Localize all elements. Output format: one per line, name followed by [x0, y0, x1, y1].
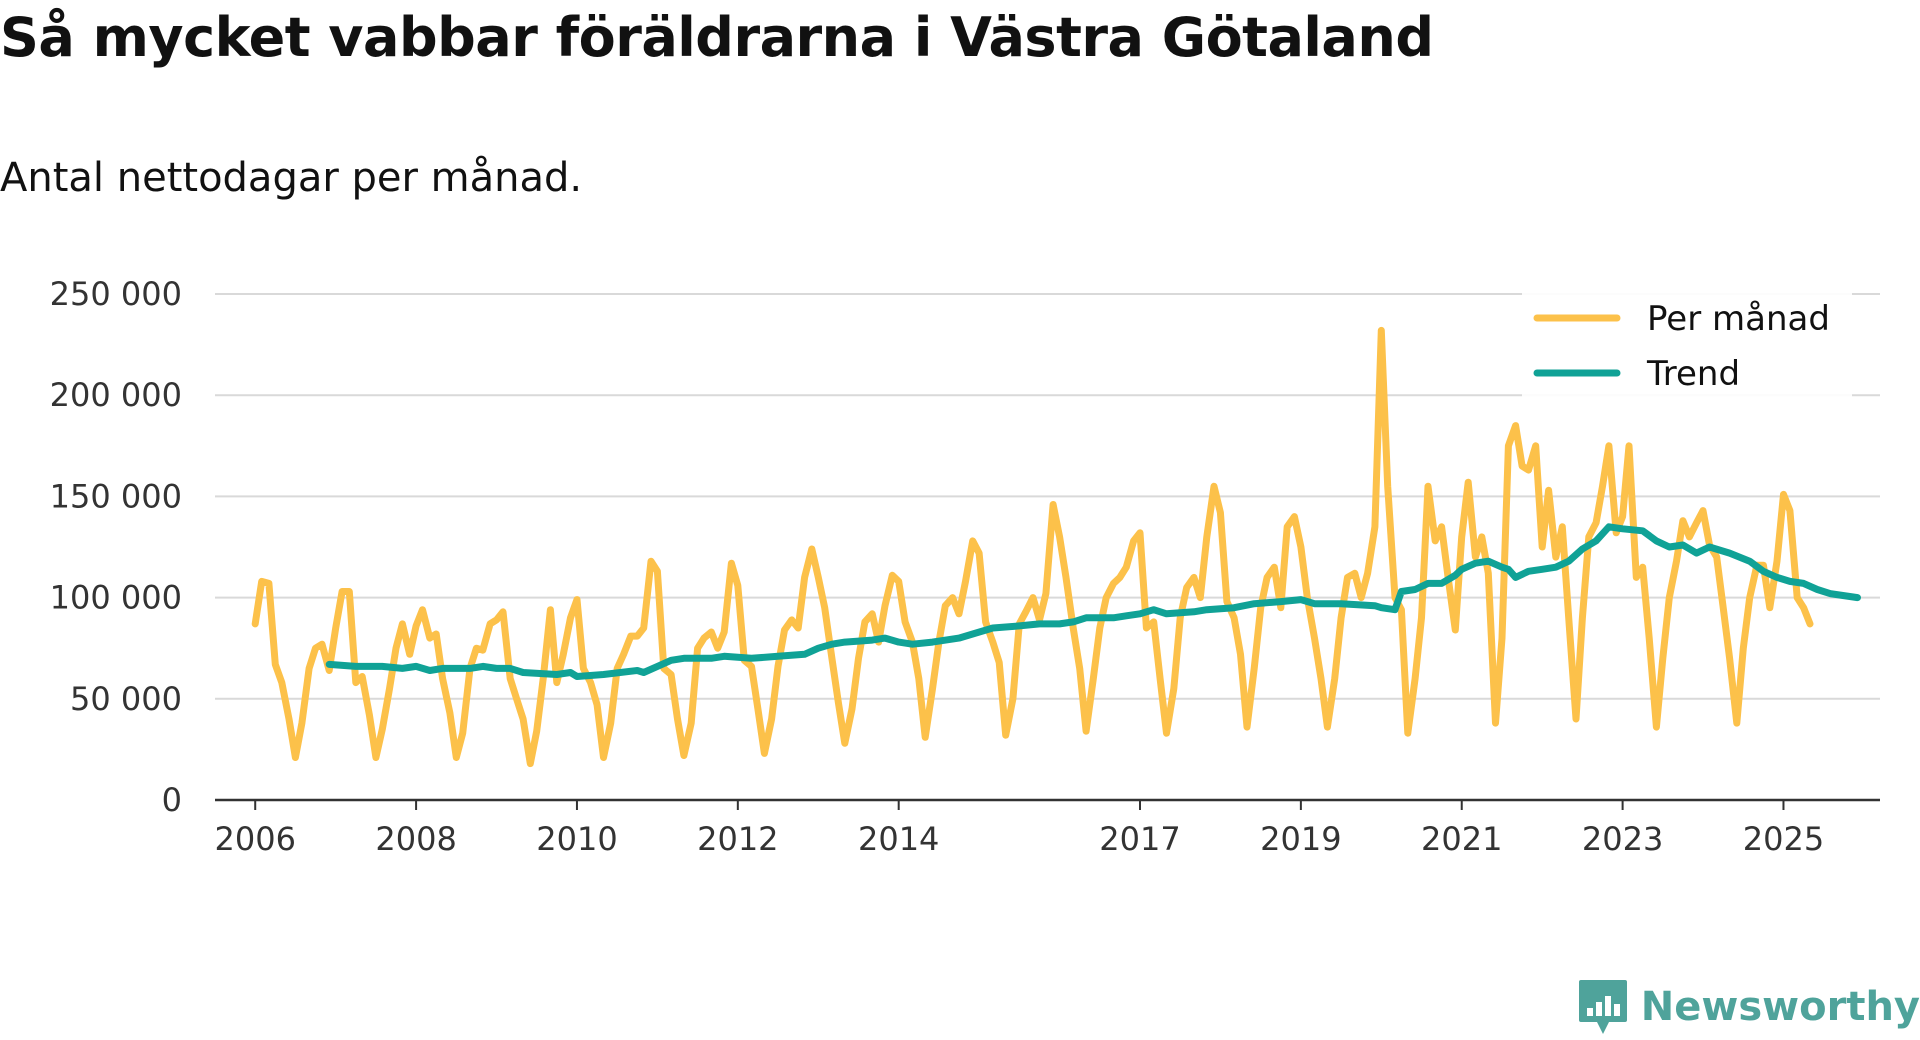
x-tick-label: 2014 [858, 820, 939, 858]
legend: Per månad Trend [1522, 288, 1852, 398]
newsworthy-logo-icon [1578, 980, 1627, 1034]
brand-name: Newsworthy [1640, 984, 1920, 1030]
y-tick-label: 100 000 [50, 579, 182, 617]
series-line-trend [325, 523, 1861, 680]
series-line-per-manad [251, 326, 1814, 768]
x-tick-label: 2012 [697, 820, 778, 858]
x-tick-label: 2025 [1743, 820, 1824, 858]
y-tick-label: 250 000 [50, 275, 182, 313]
newsworthy-logo[interactable]: Newsworthy [1577, 978, 1920, 1036]
chart-subtitle: Antal nettodagar per månad. [0, 155, 583, 201]
y-tick-label: 50 000 [70, 680, 182, 718]
legend-label-per-manad: Per månad [1647, 299, 1830, 339]
y-axis: 0 50 000 100 000 150 000 200 000 250 000 [50, 275, 182, 819]
legend-label-trend: Trend [1646, 354, 1740, 394]
x-tick-label: 2010 [536, 820, 617, 858]
y-tick-label: 0 [162, 781, 182, 819]
y-tick-label: 150 000 [50, 477, 182, 515]
y-tick-label: 200 000 [50, 376, 182, 414]
x-axis: 2006 2008 2010 2012 2014 2017 2019 2021 2023 2025 [214, 798, 1880, 858]
x-tick-label: 2019 [1260, 820, 1341, 858]
chart-title: Så mycket vabbar föräldrarna i Västra Gö… [0, 6, 1434, 69]
x-tick-label: 2006 [214, 820, 295, 858]
legend-background [1522, 288, 1852, 398]
x-tick-label: 2008 [375, 820, 456, 858]
x-tick-label: 2017 [1099, 820, 1180, 858]
series-layer [251, 326, 1861, 768]
x-tick-label: 2023 [1582, 820, 1663, 858]
x-tick-label: 2021 [1421, 820, 1502, 858]
